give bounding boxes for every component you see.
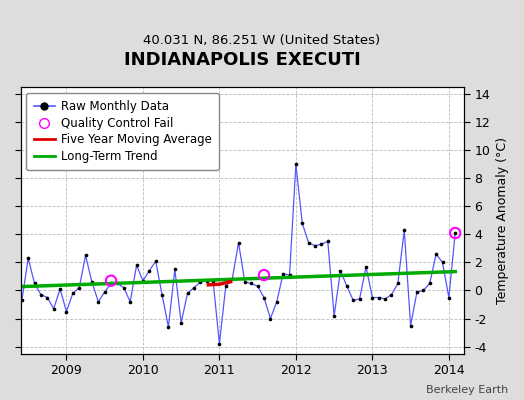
Point [381, 296, 389, 302]
Point [126, 298, 134, 305]
Title: INDIANAPOLIS EXECUTI: INDIANAPOLIS EXECUTI [124, 51, 361, 69]
Point [311, 242, 319, 249]
Point [0, 289, 7, 295]
Point [228, 276, 236, 282]
Point [419, 287, 428, 294]
Point [171, 266, 179, 273]
Point [202, 278, 211, 284]
Point [387, 292, 396, 298]
Point [425, 280, 434, 287]
Point [343, 283, 351, 290]
Point [317, 241, 325, 248]
Point [75, 284, 83, 291]
Point [183, 290, 192, 296]
Point [18, 297, 26, 304]
Point [145, 268, 154, 274]
Point [164, 324, 172, 330]
Point [272, 298, 281, 305]
Point [37, 292, 45, 298]
Point [260, 294, 268, 301]
Point [266, 315, 275, 322]
Point [43, 294, 51, 301]
Point [24, 255, 32, 262]
Point [375, 294, 383, 301]
Point [107, 280, 115, 287]
Point [101, 289, 109, 295]
Text: Berkeley Earth: Berkeley Earth [426, 385, 508, 395]
Point [349, 297, 357, 304]
Point [432, 251, 440, 257]
Point [304, 240, 313, 246]
Point [324, 238, 332, 245]
Point [407, 322, 415, 329]
Point [336, 268, 345, 274]
Point [254, 283, 262, 290]
Point [215, 340, 224, 347]
Point [241, 279, 249, 285]
Point [330, 312, 339, 319]
Point [394, 280, 402, 287]
Point [209, 278, 217, 284]
Point [113, 280, 122, 287]
Point [107, 278, 115, 284]
Point [139, 278, 147, 284]
Point [451, 230, 460, 236]
Point [56, 286, 64, 292]
Legend: Raw Monthly Data, Quality Control Fail, Five Year Moving Average, Long-Term Tren: Raw Monthly Data, Quality Control Fail, … [26, 93, 219, 170]
Point [247, 280, 256, 287]
Point [292, 161, 300, 168]
Point [69, 290, 77, 296]
Text: 40.031 N, 86.251 W (United States): 40.031 N, 86.251 W (United States) [144, 34, 380, 47]
Point [286, 272, 294, 278]
Point [62, 308, 71, 315]
Point [362, 264, 370, 270]
Point [177, 320, 185, 326]
Point [260, 272, 268, 278]
Point [438, 259, 446, 266]
Point [119, 284, 128, 291]
Point [94, 298, 103, 305]
Point [151, 258, 160, 264]
Point [400, 227, 409, 234]
Point [368, 294, 377, 301]
Point [298, 220, 307, 226]
Point [445, 294, 453, 301]
Y-axis label: Temperature Anomaly (°C): Temperature Anomaly (°C) [496, 137, 509, 304]
Point [49, 306, 58, 312]
Point [196, 279, 204, 285]
Point [413, 289, 421, 295]
Point [81, 252, 90, 259]
Point [158, 292, 166, 298]
Point [11, 273, 19, 280]
Point [355, 296, 364, 302]
Point [234, 240, 243, 246]
Point [133, 262, 141, 268]
Point [5, 286, 13, 293]
Point [30, 280, 39, 287]
Point [222, 283, 230, 290]
Point [88, 279, 96, 285]
Point [190, 284, 198, 291]
Point [451, 230, 460, 236]
Point [279, 270, 287, 277]
